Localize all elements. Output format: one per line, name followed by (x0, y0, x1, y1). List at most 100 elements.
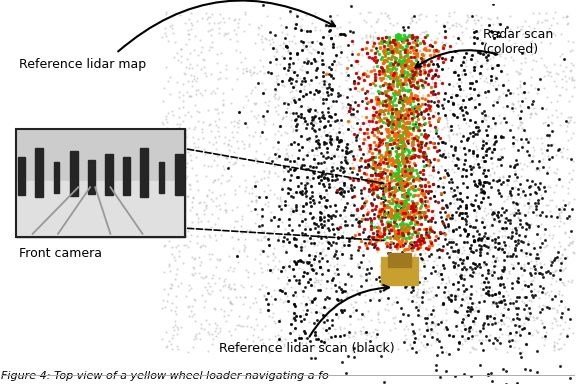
Point (456, 272, 465, 278)
Point (403, 271, 412, 277)
Point (338, 310, 347, 316)
Point (370, 54, 379, 60)
Point (406, 198, 415, 204)
Point (314, 189, 324, 195)
Point (393, 208, 402, 214)
Point (395, 42, 404, 48)
Point (417, 101, 426, 107)
Point (385, 49, 395, 55)
Point (525, 269, 535, 275)
Point (472, 152, 482, 158)
Point (384, 41, 393, 48)
Point (483, 270, 492, 276)
Point (543, 146, 552, 152)
Point (382, 258, 391, 265)
Point (240, 243, 249, 250)
Point (280, 226, 289, 232)
Point (202, 202, 211, 208)
Point (471, 182, 480, 188)
Point (219, 294, 228, 300)
Point (289, 94, 298, 101)
Point (463, 326, 472, 332)
Point (397, 116, 406, 122)
Point (419, 115, 429, 121)
Point (364, 258, 373, 264)
Point (550, 169, 559, 175)
Point (369, 38, 378, 44)
Point (431, 57, 441, 63)
Point (401, 280, 410, 286)
Point (327, 118, 336, 124)
Point (215, 12, 225, 18)
Point (381, 238, 391, 244)
Point (393, 159, 403, 166)
Point (567, 176, 576, 182)
Point (400, 141, 409, 147)
Point (484, 244, 493, 250)
Point (324, 245, 333, 251)
Point (535, 248, 544, 254)
Point (187, 26, 196, 32)
Point (397, 233, 406, 239)
Point (443, 221, 452, 227)
Point (415, 212, 425, 218)
Point (410, 123, 419, 129)
Point (379, 43, 388, 50)
Point (438, 139, 447, 145)
Point (516, 27, 525, 33)
Point (215, 202, 224, 208)
Point (249, 270, 258, 276)
Point (323, 24, 332, 30)
Point (406, 220, 415, 226)
Point (220, 30, 229, 36)
Point (210, 20, 219, 26)
Point (278, 78, 287, 84)
Point (192, 331, 201, 337)
Point (400, 202, 409, 208)
Point (321, 171, 330, 177)
Point (443, 212, 452, 218)
Point (354, 0, 363, 5)
Point (330, 202, 339, 208)
Point (229, 268, 238, 275)
Point (291, 110, 301, 116)
Point (174, 124, 183, 130)
Point (463, 313, 472, 319)
Point (399, 151, 408, 157)
Point (342, 159, 351, 166)
Point (483, 52, 492, 58)
Point (362, 150, 372, 156)
Point (425, 183, 434, 189)
Point (251, 99, 260, 106)
Point (279, 114, 288, 120)
Point (495, 177, 504, 183)
Point (450, 147, 460, 153)
Point (336, 324, 345, 330)
Point (211, 328, 220, 334)
Point (456, 130, 465, 136)
Point (529, 209, 538, 215)
Point (558, 84, 567, 90)
Point (355, 157, 365, 164)
Point (309, 198, 319, 204)
Point (434, 169, 443, 175)
Point (547, 73, 556, 79)
Point (415, 182, 425, 189)
Point (545, 69, 554, 75)
Point (482, 212, 491, 218)
Point (422, 32, 431, 38)
Point (367, 118, 377, 124)
Point (379, 194, 388, 200)
Point (339, 242, 348, 248)
Point (523, 209, 532, 215)
Point (229, 348, 238, 354)
Point (348, 29, 358, 35)
Point (301, 177, 310, 183)
Point (357, 203, 366, 209)
Point (175, 142, 184, 148)
Point (562, 13, 571, 19)
Point (559, 341, 569, 347)
Point (475, 205, 484, 211)
Point (494, 289, 503, 295)
Point (505, 336, 514, 342)
